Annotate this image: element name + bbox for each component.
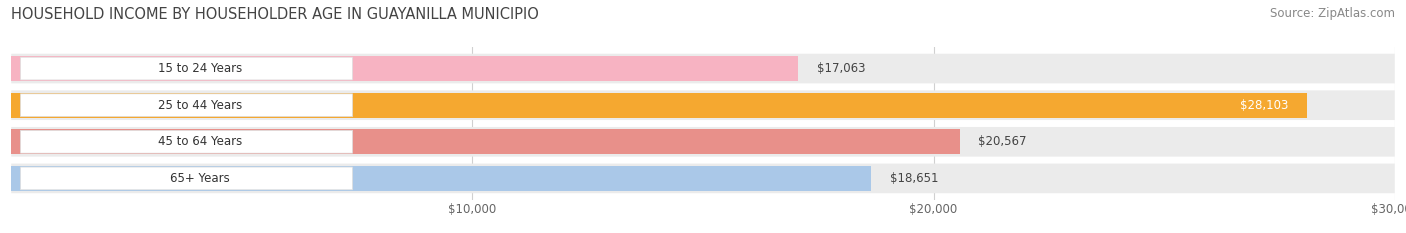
Text: Source: ZipAtlas.com: Source: ZipAtlas.com (1270, 7, 1395, 20)
FancyBboxPatch shape (21, 94, 353, 116)
Bar (11, 166, 872, 191)
Text: $18,651: $18,651 (890, 172, 938, 185)
Text: 65+ Years: 65+ Years (170, 172, 231, 185)
FancyBboxPatch shape (11, 54, 1395, 83)
FancyBboxPatch shape (11, 90, 1395, 120)
Bar (11, 56, 799, 81)
Text: $20,567: $20,567 (979, 135, 1026, 148)
Bar (11, 129, 960, 154)
Text: HOUSEHOLD INCOME BY HOUSEHOLDER AGE IN GUAYANILLA MUNICIPIO: HOUSEHOLD INCOME BY HOUSEHOLDER AGE IN G… (11, 7, 538, 22)
Text: 15 to 24 Years: 15 to 24 Years (159, 62, 242, 75)
Text: 45 to 64 Years: 45 to 64 Years (159, 135, 242, 148)
Text: 25 to 44 Years: 25 to 44 Years (159, 99, 242, 112)
FancyBboxPatch shape (11, 164, 1395, 193)
Text: $17,063: $17,063 (817, 62, 865, 75)
FancyBboxPatch shape (11, 127, 1395, 157)
Text: $28,103: $28,103 (1240, 99, 1289, 112)
Bar (11, 93, 1308, 118)
FancyBboxPatch shape (21, 57, 353, 80)
FancyBboxPatch shape (21, 167, 353, 190)
FancyBboxPatch shape (21, 130, 353, 153)
